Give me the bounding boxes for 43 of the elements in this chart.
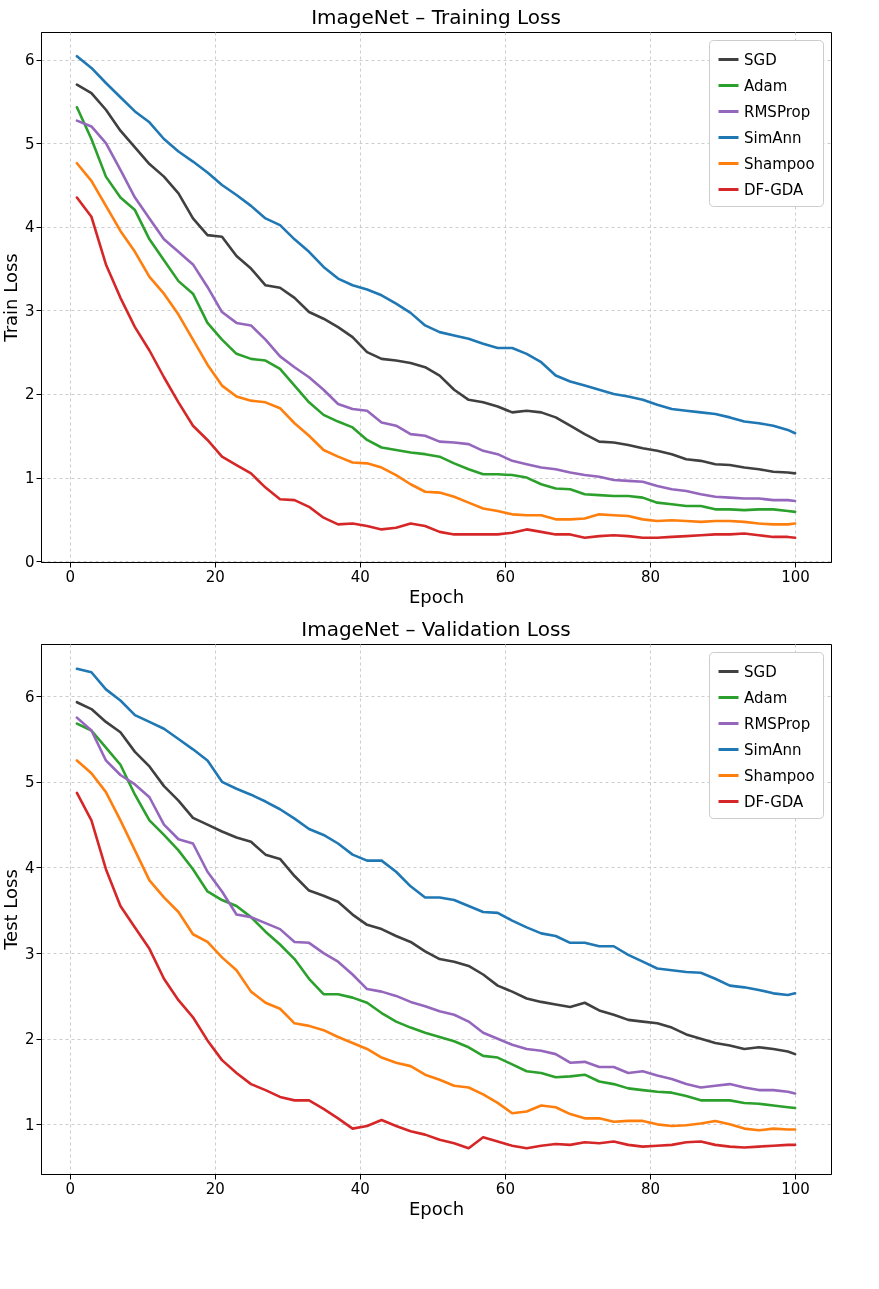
legend-label: Adam bbox=[744, 76, 788, 95]
x-tick-label: 20 bbox=[205, 567, 225, 586]
y-tick-label: 4 bbox=[24, 858, 35, 877]
x-tick-label: 20 bbox=[205, 1179, 225, 1198]
legend-label: RMSProp bbox=[744, 102, 811, 121]
x-tick-label: 0 bbox=[65, 567, 75, 586]
legend-label: Shampoo bbox=[744, 766, 815, 785]
x-tick-label: 40 bbox=[350, 1179, 370, 1198]
x-tick-label: 100 bbox=[781, 567, 810, 586]
y-tick-label: 2 bbox=[24, 1030, 35, 1049]
y-tick-label: 3 bbox=[24, 301, 35, 320]
legend-label: SimAnn bbox=[744, 128, 802, 147]
y-tick-label: 1 bbox=[24, 469, 35, 488]
legend-label: SGD bbox=[744, 662, 777, 681]
chart-title: ImageNet – Validation Loss bbox=[301, 617, 571, 641]
y-tick-label: 2 bbox=[24, 385, 35, 404]
y-axis-title: Train Loss bbox=[0, 253, 21, 343]
x-tick-label: 60 bbox=[495, 567, 515, 586]
x-tick-label: 0 bbox=[65, 1179, 75, 1198]
chart-title: ImageNet – Training Loss bbox=[311, 5, 561, 29]
y-tick-label: 5 bbox=[24, 773, 35, 792]
y-tick-label: 4 bbox=[24, 218, 35, 237]
x-axis-title: Epoch bbox=[408, 585, 465, 607]
x-tick-label: 40 bbox=[350, 567, 370, 586]
legend-label: SimAnn bbox=[744, 740, 802, 759]
x-tick-label: 60 bbox=[495, 1179, 515, 1198]
legend-label: Adam bbox=[744, 688, 788, 707]
legend-label: DF-GDA bbox=[744, 180, 805, 199]
x-tick-label: 80 bbox=[640, 567, 661, 586]
x-tick-label: 80 bbox=[640, 1179, 661, 1198]
legend-label: DF-GDA bbox=[744, 792, 805, 811]
x-axis-title: Epoch bbox=[408, 1197, 465, 1219]
y-axis-title: Test Loss bbox=[0, 869, 21, 951]
legend-label: Shampoo bbox=[744, 154, 815, 173]
y-tick-label: 1 bbox=[24, 1115, 35, 1134]
y-tick-label: 3 bbox=[24, 944, 35, 963]
y-tick-label: 6 bbox=[24, 687, 35, 706]
y-tick-label: 5 bbox=[24, 134, 35, 153]
legend-label: SGD bbox=[744, 50, 777, 69]
y-tick-label: 0 bbox=[24, 552, 35, 571]
y-tick-label: 6 bbox=[24, 51, 35, 70]
x-tick-label: 100 bbox=[781, 1179, 810, 1198]
legend-label: RMSProp bbox=[744, 714, 811, 733]
